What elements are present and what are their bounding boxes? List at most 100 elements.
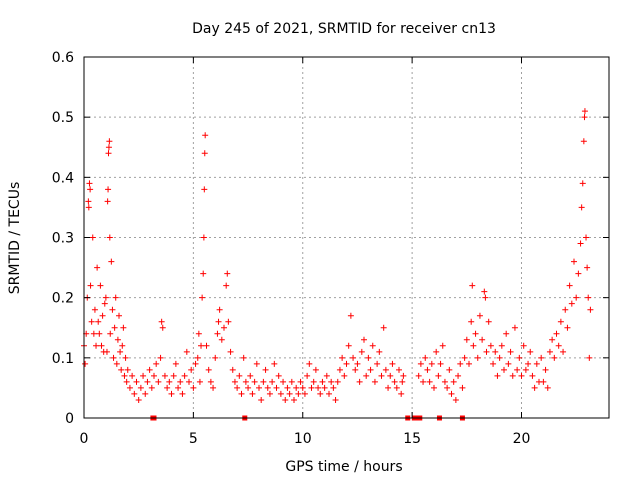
data-point — [212, 354, 219, 361]
data-point — [520, 342, 527, 349]
data-point — [343, 360, 350, 367]
x-tick-label: 5 — [189, 431, 198, 447]
data-point — [428, 360, 435, 367]
data-point — [533, 360, 540, 367]
data-point — [148, 384, 155, 391]
data-point — [89, 234, 96, 241]
data-point — [200, 234, 207, 241]
data-point — [323, 372, 330, 379]
y-axis-label: SRMTID / TECUs — [7, 182, 23, 295]
data-point — [168, 390, 175, 397]
y-tick-label: 0.3 — [52, 231, 74, 247]
data-point — [509, 372, 516, 379]
axis-ticks — [83, 56, 609, 419]
data-point — [586, 354, 593, 361]
data-point — [260, 378, 267, 385]
data-point — [319, 378, 326, 385]
data-point — [469, 282, 476, 289]
data-point — [378, 372, 385, 379]
tick-labels: 0 0.1 0.2 0.3 0.4 0.5 0.6 0 5 10 15 20 — [52, 50, 531, 447]
data-point — [225, 318, 232, 325]
data-point — [450, 378, 457, 385]
data-point — [466, 360, 472, 367]
data-point — [415, 372, 422, 379]
data-point — [234, 384, 241, 391]
data-point — [99, 312, 106, 319]
data-point — [426, 378, 433, 385]
data-point — [207, 378, 214, 385]
data-point — [109, 306, 116, 313]
data-point — [540, 378, 547, 385]
data-point — [501, 366, 507, 373]
data-point — [446, 366, 453, 373]
data-point — [310, 378, 317, 385]
data-point — [101, 300, 108, 307]
data-point — [96, 330, 103, 337]
data-point — [555, 342, 562, 349]
data-point — [85, 198, 92, 205]
data-point — [336, 366, 343, 373]
data-point — [124, 366, 131, 373]
data-point — [382, 366, 389, 373]
data-point — [116, 312, 122, 319]
data-point — [177, 378, 184, 385]
data-point — [135, 396, 142, 403]
data-point — [214, 330, 221, 337]
y-tick-label: 0.4 — [52, 170, 74, 186]
data-point — [417, 360, 424, 367]
data-point — [242, 378, 249, 385]
data-point — [86, 180, 93, 187]
data-point — [97, 282, 104, 289]
data-point — [514, 366, 521, 373]
data-point — [249, 390, 256, 397]
data-point — [181, 372, 188, 379]
data-point — [350, 354, 357, 361]
data-point — [304, 372, 311, 379]
data-point — [511, 324, 518, 331]
data-point — [479, 336, 486, 343]
data-point — [210, 384, 217, 391]
data-point — [367, 366, 374, 373]
data-point — [308, 384, 315, 391]
x-tick-label: 20 — [513, 431, 531, 447]
data-point — [90, 330, 97, 337]
data-point — [332, 396, 339, 403]
data-point — [264, 384, 271, 391]
data-point — [273, 384, 280, 391]
data-point — [385, 384, 392, 391]
data-point — [140, 372, 147, 379]
data-point — [452, 396, 459, 403]
data-point — [299, 384, 306, 391]
data-point — [137, 384, 144, 391]
data-point — [564, 324, 571, 331]
data-point — [424, 366, 431, 373]
y-tick-label: 0.5 — [52, 110, 74, 126]
data-point — [448, 390, 455, 397]
data-point — [103, 348, 110, 355]
data-point — [105, 144, 112, 151]
data-point — [153, 360, 160, 367]
data-point — [102, 294, 109, 301]
data-point — [280, 378, 287, 385]
data-point — [88, 318, 95, 325]
data-point — [203, 342, 210, 349]
data-point — [133, 378, 140, 385]
data-point — [271, 360, 278, 367]
data-point — [284, 384, 291, 391]
data-point — [571, 258, 577, 265]
data-point — [157, 354, 164, 361]
data-point — [251, 378, 258, 385]
data-point — [393, 384, 400, 391]
data-point — [227, 348, 234, 355]
data-point — [238, 390, 245, 397]
data-point — [483, 348, 490, 355]
data-point — [231, 378, 238, 385]
data-point — [253, 360, 260, 367]
data-point — [215, 318, 222, 325]
data-point — [142, 390, 149, 397]
data-point — [104, 198, 111, 205]
data-point — [470, 342, 477, 349]
data-point — [380, 324, 387, 331]
data-point — [166, 378, 173, 385]
